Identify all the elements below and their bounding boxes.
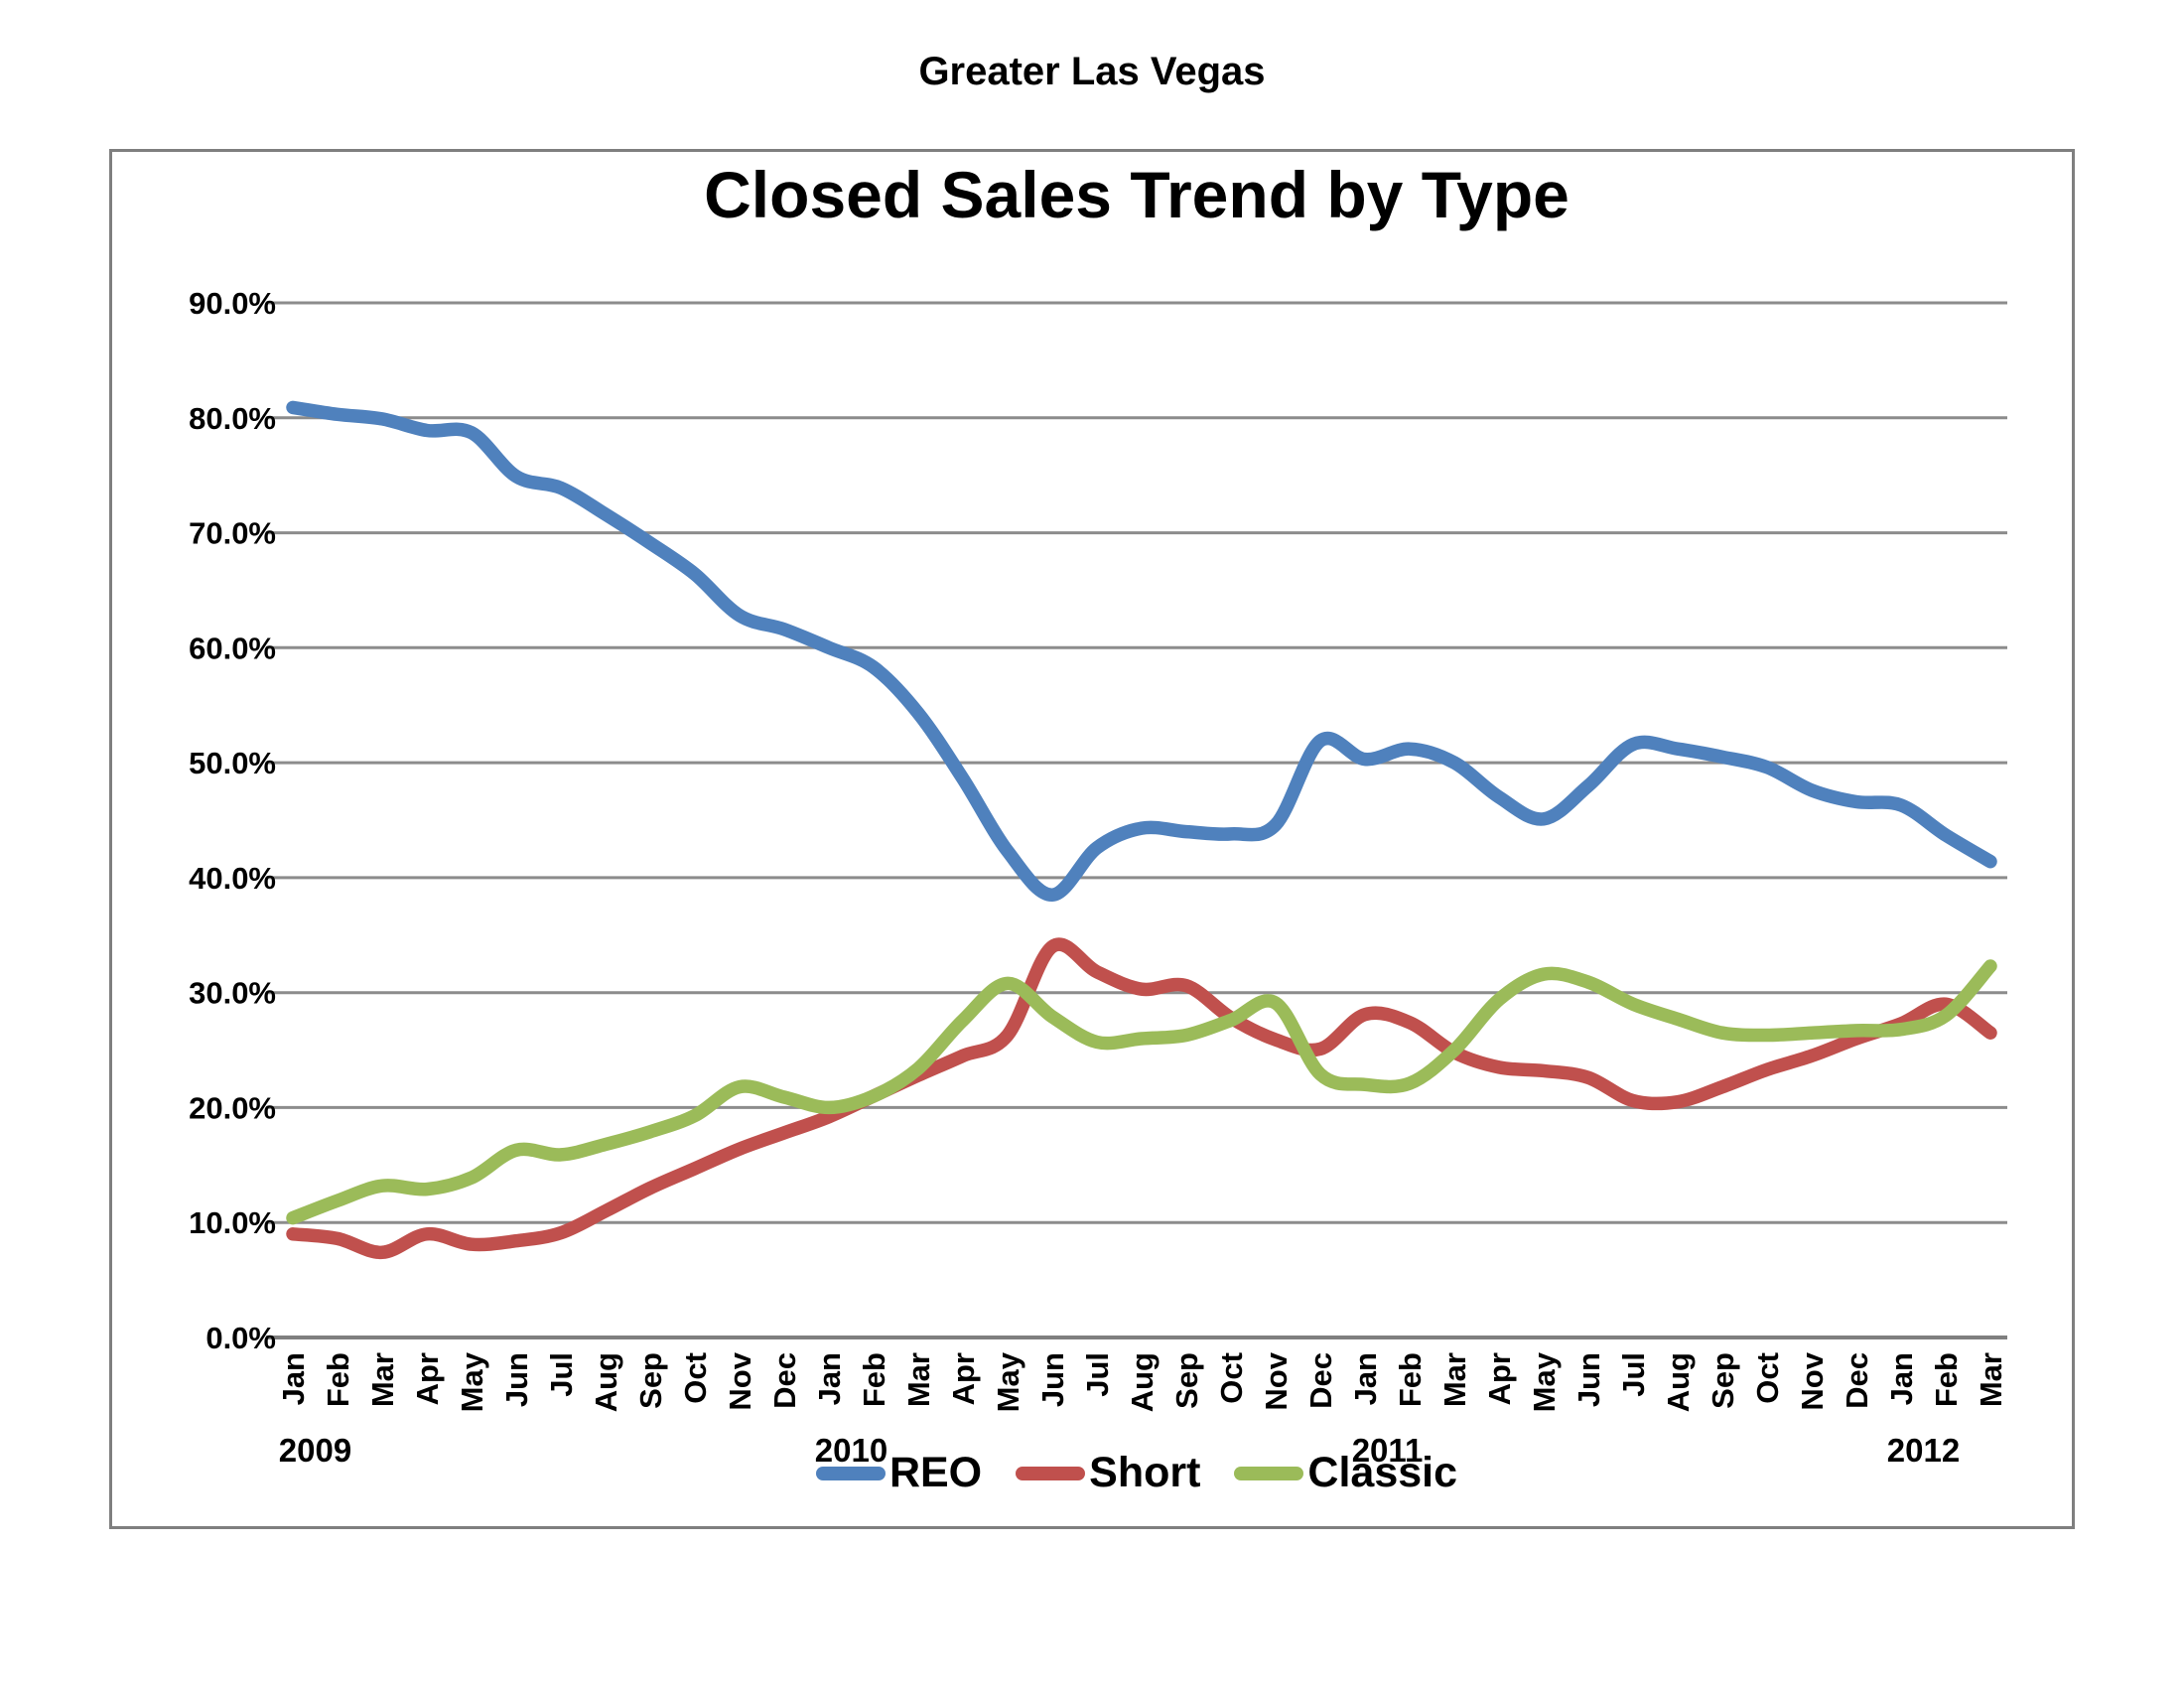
x-axis-year-labels: 2009 2010 2011 2012 (279, 1432, 1960, 1469)
x-tick-label: Aug (589, 1352, 623, 1412)
series-line-classic (286, 959, 1997, 1225)
y-tick-label: 90.0% (189, 286, 276, 321)
x-tick-label: Apr (410, 1352, 445, 1405)
x-tick-label: Jul (1080, 1352, 1115, 1397)
x-tick-label: Apr (1482, 1352, 1517, 1405)
y-tick-label: 20.0% (189, 1090, 276, 1125)
x-tick-label: Mar (1974, 1352, 2008, 1407)
x-tick-label: May (1527, 1351, 1562, 1412)
x-tick-label: Jan (1884, 1352, 1919, 1405)
x-tick-label: Jan (276, 1352, 311, 1405)
x-tick-label: Feb (857, 1352, 891, 1407)
x-tick-label: Nov (1259, 1351, 1294, 1410)
x-tick-label: Nov (723, 1351, 757, 1410)
legend-item-classic: Classic (1234, 1452, 1457, 1494)
legend-item-reo: REO (815, 1449, 983, 1496)
x-tick-label: Aug (1125, 1352, 1160, 1412)
chart-title: Closed Sales Trend by Type (704, 158, 1570, 231)
year-label-2012: 2012 (1887, 1432, 1960, 1469)
series-line-short (286, 937, 1997, 1260)
legend-line-sample-reo (815, 1466, 886, 1480)
x-tick-label: Oct (1750, 1352, 1785, 1404)
x-tick-label: Feb (321, 1352, 355, 1407)
y-tick-label: 80.0% (189, 401, 276, 436)
y-tick-label: 40.0% (189, 861, 276, 896)
series-line-reo (286, 400, 1997, 903)
x-tick-label: Oct (678, 1352, 713, 1404)
legend-item-short: Short (1016, 1452, 1200, 1494)
legend-label-short: Short (1089, 1449, 1201, 1496)
y-tick-label: 60.0% (189, 631, 276, 665)
chart-legend: REO Short Classic (266, 1452, 2007, 1494)
x-tick-label: Jun (1035, 1352, 1070, 1407)
x-tick-label: Mar (365, 1352, 400, 1407)
x-tick-label: Jan (812, 1352, 847, 1405)
x-tick-label: Feb (1929, 1352, 1964, 1407)
x-tick-label: Jan (1348, 1352, 1383, 1405)
x-tick-label: Nov (1795, 1351, 1830, 1410)
year-label-2009: 2009 (279, 1432, 351, 1469)
x-axis-month-labels: Jan Feb Mar Apr May Jun Jul Aug Sep Oct Nov Dec Jan F… (276, 1351, 2008, 1412)
x-tick-label: Sep (633, 1352, 668, 1409)
legend-line-sample-short (1016, 1466, 1086, 1480)
year-label-2011: 2011 (1352, 1432, 1424, 1469)
gridlines (266, 301, 2007, 1339)
x-tick-label: May (991, 1351, 1025, 1412)
legend-label-classic: Classic (1307, 1449, 1458, 1496)
x-tick-label: Jun (1571, 1352, 1606, 1407)
y-tick-label: 30.0% (189, 976, 276, 1011)
y-tick-label: 0.0% (205, 1321, 276, 1355)
x-tick-label: Dec (1840, 1352, 1874, 1409)
x-tick-label: Jul (1616, 1352, 1651, 1397)
chart-container (109, 149, 2075, 1529)
x-tick-label: May (455, 1351, 489, 1412)
y-tick-label: 50.0% (189, 746, 276, 780)
x-tick-label: Apr (946, 1352, 981, 1405)
x-tick-label: Mar (1437, 1352, 1472, 1407)
y-tick-label: 70.0% (189, 516, 276, 551)
x-tick-label: Jul (544, 1352, 579, 1397)
x-tick-label: Jun (499, 1352, 534, 1407)
legend-line-sample-classic (1234, 1466, 1304, 1480)
x-tick-label: Dec (1303, 1352, 1338, 1409)
x-tick-label: Oct (1214, 1352, 1249, 1404)
y-tick-label: 10.0% (189, 1205, 276, 1240)
y-axis-labels: 0.0% 10.0% 20.0% 30.0% 40.0% 50.0% 60.0% 70.0% 8… (189, 286, 276, 1355)
x-tick-label: Dec (767, 1352, 802, 1409)
x-tick-label: Aug (1661, 1352, 1696, 1412)
x-tick-label: Feb (1393, 1352, 1428, 1407)
x-tick-label: Sep (1169, 1352, 1204, 1409)
year-label-2010: 2010 (815, 1432, 887, 1469)
x-tick-label: Sep (1706, 1352, 1740, 1409)
legend-label-reo: REO (888, 1449, 983, 1496)
x-tick-label: Mar (901, 1352, 936, 1407)
page-header: Greater Las Vegas (918, 50, 1266, 93)
